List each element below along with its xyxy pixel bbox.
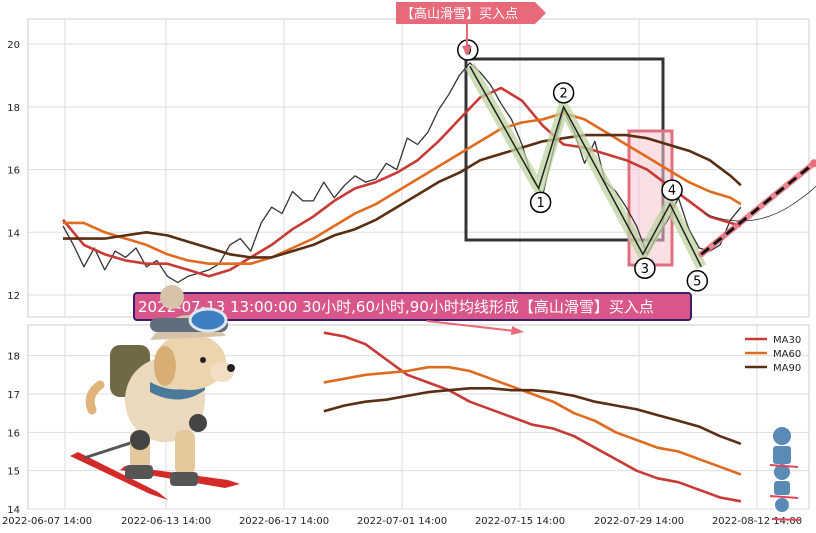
x-tick-label: 2022-07-29 14:00 xyxy=(594,516,684,527)
dog-boot-left xyxy=(125,465,153,479)
y-tick-label: 16 xyxy=(7,428,20,439)
wave-point-label: 4 xyxy=(668,184,676,199)
y-tick-label: 20 xyxy=(7,40,20,51)
y-tick-label: 12 xyxy=(7,291,20,302)
projection-line xyxy=(700,162,815,256)
x-tick-label: 2022-07-15 14:00 xyxy=(475,516,565,527)
legend: MA30 MA60 MA90 xyxy=(745,335,801,374)
y-tick-label: 16 xyxy=(7,166,20,177)
x-tick-label: 2022-07-01 14:00 xyxy=(357,516,447,527)
dog-leg-front xyxy=(175,430,195,475)
legend-label-ma90: MA90 xyxy=(773,363,801,374)
wave-point-label: 2 xyxy=(559,86,567,101)
dog-beanie-pompom xyxy=(160,285,184,309)
wave-point-marker xyxy=(552,82,575,104)
buy-point-tag-text: 【高山滑雪】买入点 xyxy=(401,6,518,22)
y-tick-label: 17 xyxy=(7,390,20,401)
wave-point-marker xyxy=(529,191,552,214)
x-tick-label: 2022-06-07 14:00 xyxy=(2,516,92,527)
price-panel-line-price xyxy=(62,62,742,284)
skiing-dog-illustration xyxy=(70,285,240,500)
projection-target-marker xyxy=(809,159,816,168)
projection-curve xyxy=(704,185,816,222)
x-tick-label: 2022-08-12 14:00 xyxy=(712,516,802,527)
wave-point-label: 3 xyxy=(641,262,649,277)
x-tick-label: 2022-06-17 14:00 xyxy=(239,516,329,527)
ma-panel-line-ma90 xyxy=(323,387,742,446)
legend-label-ma60: MA60 xyxy=(773,349,801,360)
signal-banner: 2022-07-13 13:00:00 30小时,60小时,90小时均线形成【高… xyxy=(133,292,692,335)
price-panel-frame xyxy=(27,18,810,318)
y-tick-label: 14 xyxy=(7,505,20,516)
dog-ear xyxy=(154,346,176,386)
legend-label-ma30: MA30 xyxy=(773,335,801,346)
wave-line xyxy=(469,65,702,268)
wave-point-marker xyxy=(686,270,709,292)
y-tick-label: 14 xyxy=(7,228,20,239)
dog-eye xyxy=(200,357,206,363)
price-panel-line-ma90 xyxy=(63,133,742,259)
x-tick-label: 2022-06-13 14:00 xyxy=(121,516,211,527)
dog-boot-right xyxy=(170,472,198,486)
dog-glove-right xyxy=(189,414,207,432)
dog-tail xyxy=(85,380,105,415)
wave-point-label: 1 xyxy=(536,196,544,211)
skier-sticker-icon xyxy=(769,427,801,521)
dog-ski-left xyxy=(70,452,168,500)
wave-point-marker xyxy=(634,257,656,280)
signal-banner-arrow-head xyxy=(511,326,524,335)
ma-panel-line-ma30 xyxy=(323,331,742,503)
buy-point-tag: 【高山滑雪】买入点 xyxy=(396,2,546,56)
signal-banner-text: 2022-07-13 13:00:00 30小时,60小时,90小时均线形成【高… xyxy=(138,298,654,316)
wave-point-label: 5 xyxy=(693,274,701,289)
signal-banner-arrow xyxy=(426,320,516,332)
y-tick-label: 18 xyxy=(7,352,20,363)
goggles-icon xyxy=(188,307,228,333)
wave-point-marker xyxy=(661,179,683,201)
y-tick-label: 15 xyxy=(7,467,20,478)
y-tick-label: 18 xyxy=(7,103,20,114)
dog-nose xyxy=(227,364,235,372)
price-panel-line-ma30 xyxy=(62,86,742,278)
dog-scarf xyxy=(150,380,205,400)
price-panel-line-ma60 xyxy=(63,111,742,265)
dog-glove-left xyxy=(130,430,150,450)
buy-point-arrow-head xyxy=(462,46,472,56)
ma-panel-line-ma60 xyxy=(323,365,742,476)
